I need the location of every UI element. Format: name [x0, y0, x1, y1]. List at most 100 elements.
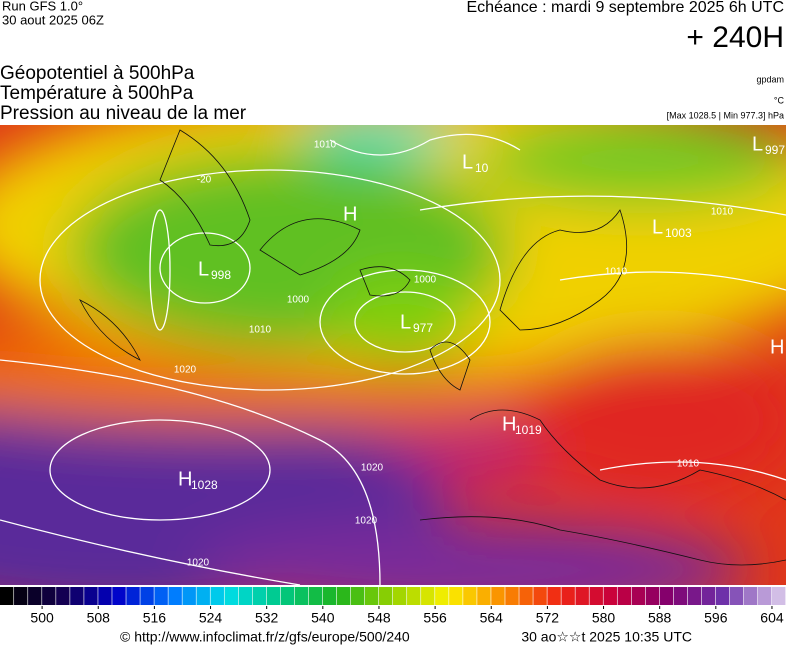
colorbar-swatch: [533, 587, 547, 605]
colorbar-swatch: [70, 587, 84, 605]
colorbar-swatch: [771, 587, 786, 605]
pressure-center-value: 998: [211, 268, 231, 282]
colorbar-tick-label: 556: [423, 610, 447, 626]
colorbar-tick-label: 548: [367, 610, 391, 626]
colorbar-swatch: [294, 587, 309, 605]
pressure-center-symbol: L: [400, 311, 411, 333]
isobar-label: 1010: [605, 267, 628, 278]
colorbar-swatch: [743, 587, 758, 605]
pressure-center-symbol: H: [770, 336, 784, 358]
colorbar-swatch: [449, 587, 463, 605]
title-pressure: Pression au niveau de la mer: [0, 103, 247, 124]
colorbar-tick-label: 604: [760, 610, 784, 626]
colorbar-swatch: [126, 587, 140, 605]
colorbar-swatch: [308, 587, 323, 605]
colorbar-swatch: [659, 587, 674, 605]
colorbar-swatch: [182, 587, 196, 605]
colorbar-swatch: [266, 587, 281, 605]
colorbar-swatch: [757, 587, 772, 605]
unit-hpa: [Max 1028.5 | Min 977.3] hPa: [667, 110, 784, 120]
colorbar-swatch: [505, 587, 519, 605]
lead-time: + 240H: [686, 21, 784, 54]
isobar-label: -20: [197, 175, 212, 186]
colorbar-swatch: [140, 587, 154, 605]
colorbar-tick-label: 564: [480, 610, 504, 626]
colorbar-swatch: [729, 587, 744, 605]
source-url: © http://www.infoclimat.fr/z/gfs/europe/…: [120, 629, 410, 645]
colorbar-swatch: [701, 587, 716, 605]
pressure-center-value: 1003: [665, 226, 692, 240]
colorbar-tick-label: 572: [536, 610, 560, 626]
isobar-label: 1020: [355, 516, 378, 527]
colorbar-swatch: [421, 587, 435, 605]
colorbar-swatch: [196, 587, 210, 605]
colorbar-swatch: [477, 587, 491, 605]
run-label: Run GFS 1.0°: [2, 0, 83, 13]
isobar-label: 1010: [677, 459, 700, 470]
pressure-center-value: 977: [413, 321, 433, 335]
pressure-center-value: 1028: [191, 478, 218, 492]
colorbar-swatch: [336, 587, 351, 605]
colorbar-swatch: [350, 587, 365, 605]
colorbar-swatch: [378, 587, 393, 605]
colorbar-swatch: [0, 587, 14, 605]
colorbar-tick-label: 588: [648, 610, 672, 626]
colorbar-swatch: [98, 587, 112, 605]
pressure-center-symbol: H: [178, 468, 192, 490]
colorbar-swatch: [435, 587, 449, 605]
colorbar-tick-label: 516: [143, 610, 167, 626]
colorbar-swatch: [280, 587, 295, 605]
colorbar-tick-label: 540: [311, 610, 335, 626]
pressure-center-value: 997: [765, 143, 785, 157]
pressure-center-symbol: H: [343, 203, 357, 225]
colorbar-swatch: [617, 587, 632, 605]
colorbar-tick-label: 524: [199, 610, 223, 626]
colorbar-swatch: [252, 587, 267, 605]
unit-celsius: °C: [774, 95, 785, 105]
title-temperature: Température à 500hPa: [0, 83, 194, 104]
colorbar-swatch: [631, 587, 646, 605]
isobar-label: 1010: [314, 140, 337, 151]
colorbar-swatch: [364, 587, 379, 605]
colorbar-tick-label: 508: [87, 610, 111, 626]
colorbar-swatch: [589, 587, 603, 605]
colorbar-swatch: [42, 587, 56, 605]
colorbar-swatch: [210, 587, 224, 605]
pressure-center-value: 1019: [515, 423, 542, 437]
pressure-center-symbol: L: [462, 151, 473, 173]
colorbar-tick-label: 580: [592, 610, 616, 626]
valid-time: Echéance : mardi 9 septembre 2025 6h UTC: [467, 0, 785, 16]
colorbar-swatch: [238, 587, 253, 605]
colorbar-tick-label: 596: [704, 610, 728, 626]
colorbar-swatch: [673, 587, 688, 605]
colorbar-swatch: [28, 587, 42, 605]
isobar-label: 1010: [249, 325, 272, 336]
colorbar-swatch: [56, 587, 70, 605]
map-field: [0, 125, 786, 585]
colorbar-swatch: [14, 587, 28, 605]
colorbar-swatch: [645, 587, 660, 605]
run-date: 30 aout 2025 06Z: [2, 12, 104, 27]
colorbar-swatch: [687, 587, 702, 605]
isobar-label: 1020: [361, 463, 384, 474]
title-geopotential: Géopotentiel à 500hPa: [0, 63, 195, 84]
isobar-label: 1000: [287, 295, 310, 306]
colorbar-swatch: [84, 587, 98, 605]
colorbar-swatch: [519, 587, 533, 605]
pressure-center-symbol: H: [502, 413, 516, 435]
colorbar-swatch: [393, 587, 407, 605]
isobar-label: 1000: [414, 275, 437, 286]
pressure-center-symbol: L: [752, 133, 763, 155]
colorbar-swatch: [491, 587, 505, 605]
colorbar-swatch: [603, 587, 617, 605]
colorbar-tick-label: 532: [255, 610, 279, 626]
isobar-label: 1010: [711, 207, 734, 218]
colorbar-swatch: [561, 587, 575, 605]
isobar-label: 1020: [187, 558, 210, 569]
colorbar-swatch: [168, 587, 182, 605]
colorbar-swatch: [224, 587, 239, 605]
colorbar-swatch: [112, 587, 126, 605]
isobar-label: 1020: [174, 365, 197, 376]
